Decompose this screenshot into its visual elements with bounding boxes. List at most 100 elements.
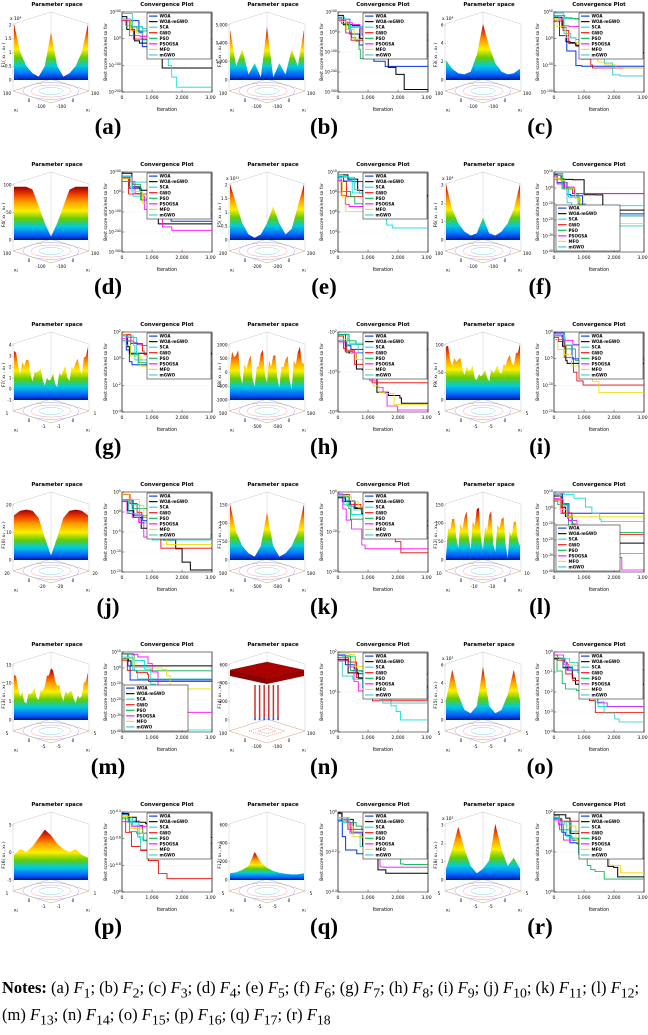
legend-label: WOA xyxy=(160,494,172,499)
ground-diamond xyxy=(444,558,522,584)
tick-label: 50 xyxy=(222,539,228,544)
x-axis-ticks: 0 1,000 2,000 3,000 xyxy=(337,889,432,901)
tick-label: 0 xyxy=(553,895,556,901)
tick-label: -104 xyxy=(328,409,337,415)
legend-label: mGWO xyxy=(592,52,608,57)
legend-label: WOA-mGWO xyxy=(376,819,405,824)
tick-label: 15,000 xyxy=(216,22,228,27)
legend-label: PSOGSA xyxy=(376,841,396,846)
tick-label: 2,000 xyxy=(175,95,188,101)
tick-label: 10-10 xyxy=(327,529,337,535)
panel-label: (c) xyxy=(527,114,553,139)
tick-label: 1,000 xyxy=(577,95,590,101)
surface-frame xyxy=(444,331,522,411)
xy-axis-labels: 100 0 -100 -100 0 100 x₂ x₁ xyxy=(219,91,315,114)
parameter-space-plot: 3 2 1 0 100 0 -100 -100 0 100 x₂ x₁ Parameter spac… xyxy=(433,162,531,274)
contour-ring xyxy=(22,402,80,420)
notes-function-symbol: F xyxy=(610,978,621,997)
legend-label: PSOGSA xyxy=(376,361,396,366)
contour-ring xyxy=(470,567,496,575)
tick-label: 3,000 xyxy=(637,415,648,421)
notes-function-symbol: F xyxy=(558,978,570,997)
panel-label: (j) xyxy=(96,594,120,619)
z-axis-ticks: 100 50 0 xyxy=(4,182,14,242)
contour-ring xyxy=(470,727,496,735)
series-line-mGWO xyxy=(338,174,428,194)
tick-label: -500 xyxy=(252,584,262,589)
contour-ring xyxy=(22,242,80,260)
x1-axis-label: x₁ xyxy=(518,749,523,754)
legend-box xyxy=(123,684,189,732)
tick-label: 0 xyxy=(337,415,340,421)
tick-label: -500 xyxy=(273,424,283,429)
contour-ring xyxy=(462,404,504,418)
series-line-PSO xyxy=(122,653,212,672)
surface-title: Parameter space xyxy=(31,482,83,488)
legend-label: GWO xyxy=(376,670,388,675)
tick-label: 2 xyxy=(9,22,12,27)
series-line-MFO xyxy=(122,657,212,690)
legend-label: WOA-mGWO xyxy=(592,19,621,24)
surface-zlabel: F9( x₁ , x₂ ) xyxy=(433,362,439,387)
surface-shape xyxy=(14,668,88,720)
x-axis-ticks: 0 1,000 2,000 3,000 xyxy=(337,89,432,101)
tick-label: 1,000 xyxy=(145,95,158,101)
tick-label: 0 xyxy=(9,237,12,242)
tick-label: 1,000 xyxy=(145,575,158,581)
convergence-xlabel: Iteration xyxy=(157,427,177,433)
surface-zlabel: F13( x₁ , x₂ ) xyxy=(1,681,7,709)
tick-label: -200 xyxy=(273,264,283,269)
convergence-xlabel: Iteration xyxy=(373,107,393,113)
tick-label: 0 xyxy=(441,397,444,402)
tick-label: 104 xyxy=(330,229,337,235)
legend-label: WOA-mGWO xyxy=(376,19,405,24)
convergence-ylabel: Best score obtained so far xyxy=(103,23,109,81)
series-line-WOA xyxy=(554,493,644,514)
legend-label: WOA xyxy=(592,814,604,819)
tick-label: 100 xyxy=(436,521,444,526)
plot-pair: 5 0 -5 1 0 -1 -1 0 1 x₂ x₁ Parameter space F16( x… xyxy=(0,800,216,914)
axes-box xyxy=(444,491,522,571)
tick-label: 0 xyxy=(460,738,463,743)
series-line-WOA xyxy=(338,820,428,855)
z-axis-ticks: 5 0 -5 xyxy=(7,822,14,882)
surface-title: Parameter space xyxy=(31,162,83,168)
legend-label: WOA xyxy=(376,174,388,179)
tick-label: 1,000 xyxy=(145,895,158,901)
notes-function-symbol: F xyxy=(85,1005,96,1025)
tick-label: -102 xyxy=(328,329,337,335)
notes-function-symbol: F xyxy=(29,1005,41,1025)
legend-label: PSO xyxy=(376,36,386,41)
legend-label: MFO xyxy=(592,847,603,852)
legend-label: GWO xyxy=(376,510,388,515)
parameter-space-plot: 2 1.5 1 0.5 0 200 0 -200 -200 0 200 x₂ x₁ Parameter… xyxy=(217,162,315,274)
notes-function-symbol: F xyxy=(457,978,468,997)
contour-ring xyxy=(454,242,512,260)
plot-pair: 2 1.5 1 0.5 0 200 0 -200 -200 0 200 x₂ x₁ Parameter… xyxy=(216,160,432,274)
tick-label: 10-100 xyxy=(109,209,121,215)
contour-ring xyxy=(454,82,512,100)
legend-label: PSOGSA xyxy=(592,361,612,366)
tick-label: 1000 xyxy=(217,342,228,347)
tick-label: -100 xyxy=(468,104,478,109)
legend-label: WOA xyxy=(376,14,388,19)
legend-label: GWO xyxy=(376,350,388,355)
contour-ring xyxy=(462,84,504,98)
parameter-space-plot: 15 10 5 0 5 0 -5 -5 0 5 x₂ x₁ Parameter space F13(… xyxy=(1,642,97,754)
tick-label: -5 xyxy=(273,904,278,909)
legend-label: PSO xyxy=(592,36,602,41)
ground-plane xyxy=(444,398,522,424)
tick-label: 0 xyxy=(225,717,228,722)
legend-label: PSOGSA xyxy=(160,361,180,366)
surface-shape xyxy=(446,24,520,80)
notes-body: (a) F1; (b) F2; (c) F3; (d) F4; (e) F5; … xyxy=(2,978,640,1028)
convergence-title: Convergence Plot xyxy=(356,642,410,648)
tick-label: 10-10 xyxy=(543,521,553,527)
legend-label: PSOGSA xyxy=(592,841,612,846)
tick-label: 102 xyxy=(114,329,121,335)
x-axis-ticks: 0 1,000 2,000 3,000 xyxy=(553,249,648,261)
surface-pillar-tip xyxy=(258,718,261,721)
surface-shape xyxy=(446,344,520,400)
convergence-ylabel: Best score obtained so far xyxy=(103,663,109,721)
